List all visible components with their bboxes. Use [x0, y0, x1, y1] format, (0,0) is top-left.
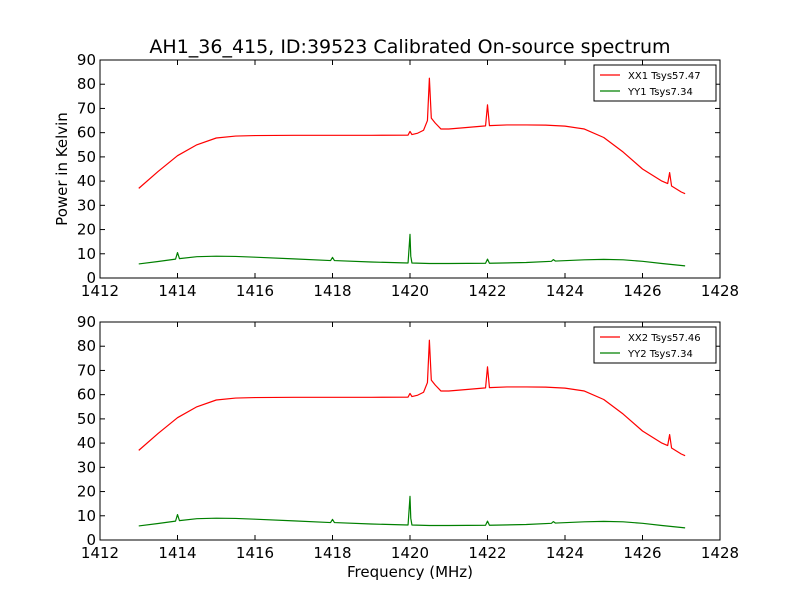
y-tick-label: 30 [77, 458, 96, 476]
legend: XX2 Tsys57.46 YY2 Tsys7.34 [593, 326, 717, 364]
y-tick-label: 40 [77, 172, 96, 190]
x-axis: 1412 1414 1416 1418 1420 1422 1424 1426 1428 [81, 60, 739, 300]
x-tick-label: 1422 [468, 544, 506, 562]
series-line-1 [138, 77, 686, 195]
x-tick-label: 1424 [546, 544, 584, 562]
series-line-2 [138, 233, 686, 267]
legend-entry-1: XX1 Tsys57.47 [628, 71, 701, 82]
series-line-2 [138, 495, 686, 529]
y-tick-label: 90 [77, 51, 96, 69]
y-tick-label: 50 [77, 410, 96, 428]
x-tick-label: 1416 [236, 544, 274, 562]
legend: XX1 Tsys57.47 YY1 Tsys7.34 [593, 64, 717, 102]
legend-entry-1: XX2 Tsys57.46 [628, 333, 701, 344]
y-tick-label: 20 [77, 221, 96, 239]
x-tick-label: 1420 [391, 544, 429, 562]
y-tick-label: 80 [77, 75, 96, 93]
y-axis: 0 10 20 30 40 50 60 70 80 90 [77, 51, 720, 287]
x-tick-label: 1412 [81, 282, 119, 300]
x-tick-label: 1428 [701, 282, 739, 300]
series-group [138, 339, 686, 529]
legend-entry-2: YY1 Tsys7.34 [627, 87, 693, 98]
x-tick-label: 1426 [623, 544, 661, 562]
x-tick-label: 1418 [313, 282, 351, 300]
y-tick-label: 90 [77, 313, 96, 331]
x-tick-label: 1422 [468, 282, 506, 300]
y-tick-label: 0 [86, 269, 96, 287]
series-line-1 [138, 339, 686, 457]
x-axis: 1412 1414 1416 1418 1420 1422 1424 1426 1428 [81, 322, 739, 562]
legend-entry-2: YY2 Tsys7.34 [627, 349, 693, 360]
y-tick-label: 10 [77, 245, 96, 263]
series-group [138, 77, 686, 267]
figure-title: AH1_36_415, ID:39523 Calibrated On-sourc… [149, 36, 670, 58]
y-tick-label: 60 [77, 124, 96, 142]
y-tick-label: 80 [77, 337, 96, 355]
x-tick-label: 1416 [236, 282, 274, 300]
subplot-2: 1412 1414 1416 1418 1420 1422 1424 1426 1428 0 10 2… [77, 313, 739, 581]
x-tick-label: 1414 [158, 282, 196, 300]
x-tick-label: 1426 [623, 282, 661, 300]
x-tick-label: 1418 [313, 544, 351, 562]
legend-box [593, 326, 717, 364]
y-tick-label: 60 [77, 386, 96, 404]
y-tick-label: 70 [77, 361, 96, 379]
y-tick-label: 0 [86, 531, 96, 549]
y-axis-label: Power in Kelvin [53, 112, 71, 226]
x-tick-label: 1424 [546, 282, 584, 300]
y-axis: 0 10 20 30 40 50 60 70 80 90 [77, 313, 720, 549]
x-tick-label: 1428 [701, 544, 739, 562]
legend-box [593, 64, 717, 102]
y-tick-label: 70 [77, 99, 96, 117]
y-tick-label: 10 [77, 507, 96, 525]
x-axis-label: Frequency (MHz) [347, 563, 473, 581]
y-tick-label: 40 [77, 434, 96, 452]
y-tick-label: 50 [77, 148, 96, 166]
x-tick-label: 1412 [81, 544, 119, 562]
x-tick-label: 1414 [158, 544, 196, 562]
subplot-1: 1412 1414 1416 1418 1420 1422 1424 1426 1428 0 10 2… [53, 51, 739, 300]
subplots: 1412 1414 1416 1418 1420 1422 1424 1426 1428 0 10 2… [53, 51, 739, 581]
y-tick-label: 30 [77, 196, 96, 214]
x-tick-label: 1420 [391, 282, 429, 300]
y-tick-label: 20 [77, 483, 96, 501]
